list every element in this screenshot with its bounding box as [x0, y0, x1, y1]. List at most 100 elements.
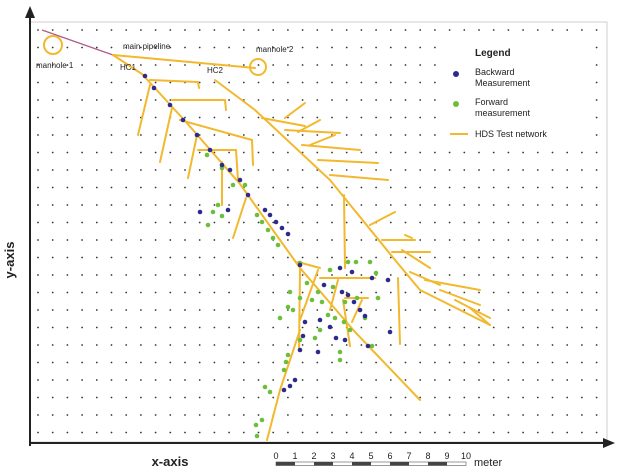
- backward-point: [194, 132, 200, 138]
- forward-point: [304, 280, 310, 286]
- grid-dot: [81, 256, 83, 259]
- grid-dot: [95, 379, 98, 381]
- grid-dot: [551, 186, 554, 189]
- grid-dot: [154, 151, 157, 154]
- grid-dot: [581, 29, 583, 31]
- grid-dot: [95, 291, 98, 294]
- backward-point: [349, 269, 355, 275]
- grid-dot: [434, 326, 436, 329]
- grid-dot: [536, 309, 539, 311]
- forward-point: [254, 433, 260, 439]
- grid-dot: [81, 99, 83, 101]
- forward-measurements: [204, 152, 381, 439]
- grid-dot: [287, 134, 289, 136]
- grid-dot: [198, 256, 201, 259]
- grid-dot: [154, 99, 157, 101]
- grid-dot: [536, 169, 539, 171]
- grid-dot: [242, 326, 245, 329]
- backward-point: [245, 192, 251, 198]
- grid-dot: [581, 361, 583, 364]
- grid-dot: [345, 116, 348, 119]
- grid-dot: [125, 134, 128, 136]
- grid-dot: [66, 81, 69, 84]
- network-pipe: [329, 174, 389, 181]
- grid-dot: [125, 309, 128, 311]
- grid-dot: [360, 29, 363, 31]
- backward-point: [351, 299, 357, 305]
- grid-dot: [404, 344, 407, 346]
- grid-dot: [272, 431, 275, 434]
- grid-dot: [272, 186, 275, 189]
- grid-dot: [37, 99, 39, 101]
- grid-dot: [419, 204, 422, 206]
- grid-dot: [51, 256, 54, 259]
- grid-dot: [140, 414, 142, 416]
- grid-dot: [213, 396, 216, 399]
- grid-dot: [184, 204, 186, 206]
- backward-point: [317, 317, 323, 323]
- grid-dot: [213, 221, 216, 224]
- grid-dot: [257, 134, 260, 136]
- grid-dot: [419, 291, 422, 294]
- scale-tick-label: 3: [330, 451, 335, 461]
- grid-dot: [169, 291, 172, 294]
- network-pipe: [309, 134, 336, 146]
- grid-dot: [154, 274, 157, 276]
- grid-dot: [228, 344, 231, 346]
- grid-dot: [242, 169, 245, 171]
- grid-dot: [287, 396, 289, 399]
- grid-dot: [287, 239, 289, 241]
- grid-dot: [360, 46, 363, 49]
- grid-dot: [492, 379, 495, 381]
- grid-dot: [566, 326, 569, 329]
- grid-dot: [228, 81, 231, 84]
- grid-dot: [257, 414, 260, 416]
- network-pipe: [301, 144, 361, 151]
- grid-dot: [213, 309, 216, 311]
- grid-dot: [154, 344, 157, 346]
- grid-dot: [595, 309, 598, 311]
- grid-dot: [81, 239, 83, 241]
- grid-dot: [272, 169, 275, 171]
- grid-dot: [419, 309, 422, 311]
- grid-dot: [404, 64, 407, 66]
- grid-dot: [66, 116, 69, 119]
- grid-dot: [345, 186, 348, 189]
- grid-dot: [169, 204, 172, 206]
- grid-dot: [154, 46, 157, 49]
- grid-dot: [272, 256, 275, 259]
- grid-dot: [595, 379, 598, 381]
- grid-dot: [301, 291, 304, 294]
- grid-dot: [389, 134, 392, 136]
- forward-point: [262, 384, 268, 390]
- grid-dot: [434, 256, 436, 259]
- backward-point: [387, 329, 393, 335]
- grid-dot: [331, 169, 333, 171]
- grid-dot: [536, 204, 539, 206]
- grid-dot: [478, 169, 480, 171]
- grid-dot: [66, 134, 69, 136]
- grid-dot: [81, 29, 83, 31]
- grid-dot: [419, 169, 422, 171]
- grid-dot: [154, 81, 157, 84]
- grid-dot: [125, 274, 128, 276]
- forward-point: [347, 327, 353, 333]
- grid-dot: [316, 29, 319, 31]
- grid-dot: [595, 64, 598, 66]
- grid-dot: [478, 361, 480, 364]
- grid-dot: [51, 344, 54, 346]
- grid-dot: [434, 64, 436, 66]
- grid-dot: [389, 326, 392, 329]
- grid-dot: [345, 29, 348, 31]
- grid-dot: [287, 169, 289, 171]
- grid-dot: [51, 169, 54, 171]
- grid-dot: [125, 204, 128, 206]
- backward-point: [142, 73, 148, 79]
- grid-dot: [37, 431, 39, 434]
- grid-dot: [522, 344, 524, 346]
- forward-point: [285, 352, 291, 358]
- grid-dot: [213, 256, 216, 259]
- grid-dot: [522, 239, 524, 241]
- grid-dot: [272, 29, 275, 31]
- grid-dot: [507, 239, 510, 241]
